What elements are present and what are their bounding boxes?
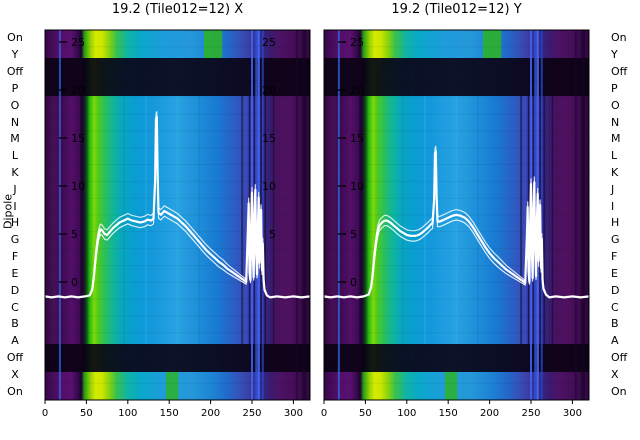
dipole-label: Off	[6, 350, 24, 364]
x-tick-label: 100	[397, 408, 416, 419]
inner-y-tick-label-right: 25	[262, 36, 276, 49]
x-tick-label: 250	[521, 408, 540, 419]
dipole-label: K	[611, 165, 619, 179]
dipole-label: Off	[611, 350, 628, 364]
inner-y-tick-label: 20	[71, 84, 85, 97]
plot-title-x: 19.2 (Tile012=12) X	[111, 2, 244, 17]
dipole-label: D	[611, 283, 620, 297]
dipole-label: Off	[6, 65, 24, 79]
dipole-label: H	[611, 216, 620, 230]
off-band-top	[45, 58, 310, 96]
x-tick-label: 50	[359, 408, 372, 419]
dipole-label: Y	[11, 48, 19, 62]
dipole-label: A	[611, 334, 619, 348]
dipole-label: M	[611, 132, 621, 146]
dipole-label: X	[611, 367, 619, 381]
plot-border	[44, 29, 311, 401]
x-tick-label: 200	[201, 408, 220, 419]
inner-y-tick-label: 10	[350, 180, 364, 193]
dipole-label: I	[611, 199, 615, 213]
dipole-label: Y	[611, 48, 618, 62]
dipole-label: I	[13, 199, 17, 213]
x-tick-label: 50	[80, 408, 93, 419]
inner-y-tick-label: 5	[350, 228, 357, 241]
dipole-label: C	[11, 300, 19, 314]
x-tick-label: 200	[480, 408, 499, 419]
dipole-label: M	[10, 132, 20, 146]
dipole-label: L	[611, 149, 618, 163]
x-tick-label: 300	[284, 408, 303, 419]
dipole-labels-right: On Y Off P O N M L K J I H G F E D C B A Off X On	[611, 0, 640, 440]
plot-title-y: 19.2 (Tile012=12) Y	[391, 2, 522, 17]
inner-y-tick-label: 25	[350, 36, 364, 49]
dipole-label: O	[10, 98, 20, 112]
dipole-label: E	[611, 266, 618, 280]
dipole-label: H	[10, 216, 20, 230]
dipole-label: P	[611, 81, 618, 95]
inner-y-tick-label: 0	[71, 276, 78, 289]
x-tick-label: 150	[160, 408, 179, 419]
inner-y-tick-label: 15	[350, 132, 364, 145]
dipole-label: B	[11, 317, 19, 331]
dipole-label: J	[611, 182, 615, 196]
inner-y-tick-label-right: 20	[262, 84, 276, 97]
off-band-top	[324, 58, 589, 96]
dipole-label: F	[611, 250, 618, 264]
inner-y-tick-label: 25	[71, 36, 85, 49]
inner-y-tick-label: 20	[350, 84, 364, 97]
dipole-label: K	[11, 165, 19, 179]
dipole-labels-left: On Y Off P O N M L K J I H G F E D C B A Off X On	[0, 0, 30, 440]
inner-y-tick-label: 10	[71, 180, 85, 193]
off-band-bottom	[324, 344, 589, 372]
dipole-label: P	[11, 81, 19, 95]
dipole-label: O	[611, 98, 620, 112]
x-tick-label: 0	[42, 408, 48, 419]
dipole-label: G	[611, 233, 620, 247]
dipole-label: B	[611, 317, 619, 331]
inner-y-tick-label-right: 15	[262, 132, 276, 145]
dipole-label: On	[611, 384, 627, 398]
dipole-label: D	[10, 283, 20, 297]
inner-y-tick-label: 0	[350, 276, 357, 289]
x-tick-label: 300	[563, 408, 582, 419]
dipole-label: A	[11, 334, 19, 348]
x-tick-label: 100	[118, 408, 137, 419]
dipole-label: N	[611, 115, 620, 129]
plot-border	[323, 29, 590, 401]
dipole-label: F	[11, 250, 19, 264]
x-tick-label: 0	[321, 408, 327, 419]
inner-y-tick-label: 5	[71, 228, 78, 241]
inner-y-tick-label-right: 5	[269, 228, 276, 241]
dipole-label: Off	[611, 65, 628, 79]
inner-y-tick-label-right: 10	[262, 180, 276, 193]
dipole-label: On	[611, 31, 627, 45]
power-line	[44, 111, 311, 298]
dipole-label: L	[11, 149, 19, 163]
dipole-label: J	[13, 182, 17, 196]
dipole-label: On	[7, 384, 23, 398]
dipole-label: C	[611, 300, 619, 314]
dipole-label: N	[10, 115, 20, 129]
dipole-label: X	[11, 367, 19, 381]
dipole-label: E	[11, 266, 19, 280]
dipole-label: On	[7, 31, 23, 45]
power-line	[323, 145, 590, 298]
x-tick-label: 250	[242, 408, 261, 419]
x-tick-label: 150	[439, 408, 458, 419]
dipole-label: G	[10, 233, 20, 247]
inner-y-tick-label: 15	[71, 132, 85, 145]
off-band-bottom	[45, 344, 310, 372]
